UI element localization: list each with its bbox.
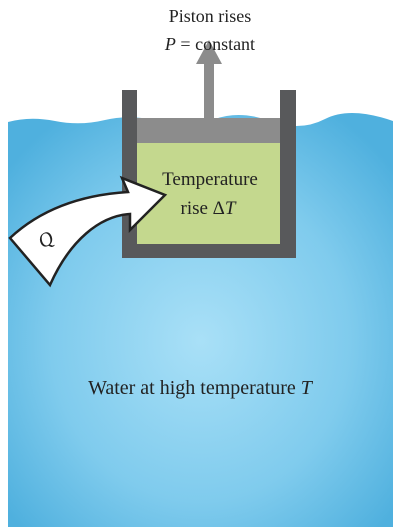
water-label: Water at high temperature T — [88, 377, 314, 399]
heat-arrow — [8, 175, 168, 288]
pressure-symbol: P — [164, 34, 176, 54]
arrow-shaft — [204, 62, 214, 118]
water-text: Water at high temperature — [88, 377, 301, 399]
gas-label-2: rise ΔT — [181, 198, 237, 219]
cylinder-wall-right — [280, 90, 296, 258]
piston — [137, 118, 280, 143]
gas-text: rise Δ — [181, 198, 225, 219]
pressure-text: = constant — [176, 34, 255, 54]
gas-symbol: T — [225, 198, 237, 219]
cylinder-bottom — [122, 244, 296, 258]
arrow-head — [196, 40, 222, 64]
gas-label: Temperature — [162, 169, 258, 190]
pressure-label: P = constant — [164, 34, 255, 54]
water-symbol: T — [301, 377, 314, 399]
cylinder-wall-left — [122, 90, 137, 258]
piston-label: Piston rises — [169, 6, 252, 26]
